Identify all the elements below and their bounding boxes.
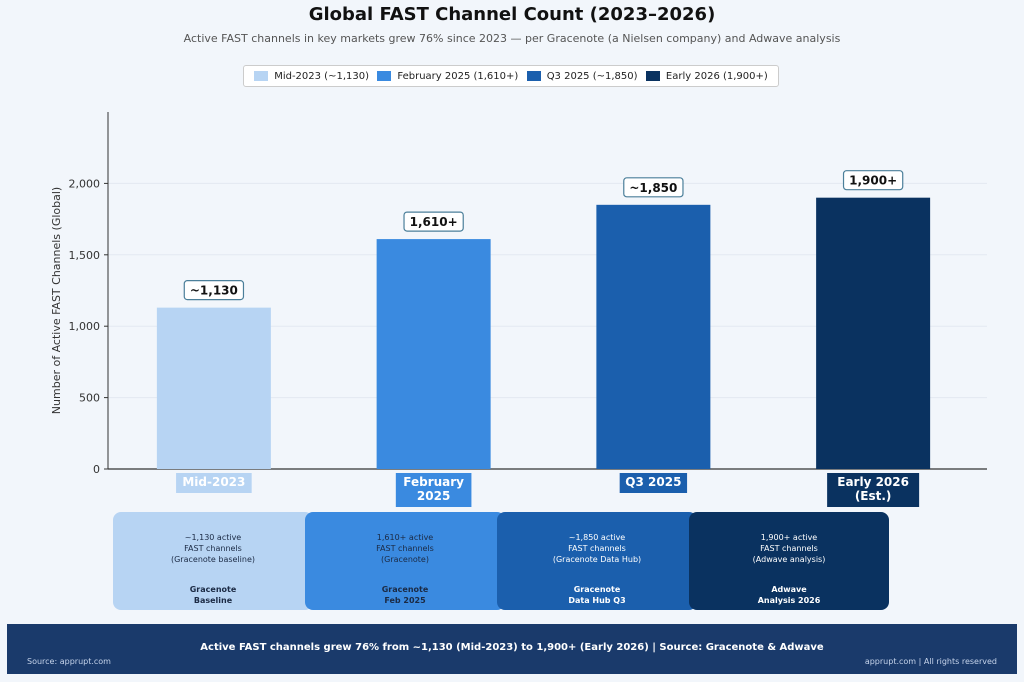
data-label-box xyxy=(623,177,684,198)
summary-card: ~1,850 active FAST channels (Gracenote D… xyxy=(497,512,697,610)
x-tick-label: Q3 2025 xyxy=(625,475,681,489)
data-label-box xyxy=(842,170,904,191)
x-tick-label-line: (Est.) xyxy=(855,489,892,503)
data-label: 1,610+ xyxy=(410,215,458,229)
x-tick-label-line: Early 2026 xyxy=(837,475,909,489)
y-axis-label: Number of Active FAST Channels (Global) xyxy=(50,187,63,414)
x-tick-label: Mid-2023 xyxy=(182,475,245,489)
y-tick-label: 1,000 xyxy=(69,320,101,333)
legend-item: Early 2026 (1,900+) xyxy=(645,70,768,82)
summary-card: 1,610+ active FAST channels (Gracenote) … xyxy=(305,512,505,610)
data-label-box xyxy=(183,280,245,301)
chart-subtitle: Active FAST channels in key markets grew… xyxy=(183,32,841,45)
bar-chart: 0 500 1,000 1,500 2,000 Number of Active FAST… xyxy=(50,112,987,507)
x-tick-label-line: February xyxy=(403,475,464,489)
x-tick-label: Early 2026 (Est.) xyxy=(837,475,909,503)
summary-cards: ~1,130 active FAST channels (Gracenote b… xyxy=(113,512,893,610)
data-label: 1,900+ xyxy=(849,174,897,188)
x-tick-label-box xyxy=(619,473,688,493)
legend-item: February 2025 (1,610+) xyxy=(377,71,518,82)
legend-item: Q3 2025 (~1,850) xyxy=(526,70,638,82)
bar xyxy=(376,239,491,469)
legend-swatch xyxy=(254,71,269,81)
x-tick-label-box xyxy=(827,473,920,507)
legend-label: Early 2026 (1,900+) xyxy=(665,70,768,82)
y-tick-label: 500 xyxy=(79,392,100,405)
card-description: ~1,850 active FAST channels (Gracenote D… xyxy=(552,533,642,564)
footer-rights: apprupt.com | All rights reserved xyxy=(864,657,997,666)
y-tick-label: 2,000 xyxy=(69,177,101,190)
legend-swatch xyxy=(645,71,660,81)
legend-swatch xyxy=(526,71,541,81)
card-source: Gracenote Data Hub Q3 xyxy=(568,585,626,605)
summary-card: ~1,130 active FAST channels (Gracenote b… xyxy=(113,512,313,610)
bar xyxy=(816,197,931,469)
legend-item: Mid-2023 (~1,130) xyxy=(254,71,369,82)
legend-label: Q3 2025 (~1,850) xyxy=(546,70,638,82)
x-tick-label-box xyxy=(395,473,472,507)
footer-banner: Active FAST channels grew 76% from ~1,13… xyxy=(7,624,1017,674)
card-source: Adwave Analysis 2026 xyxy=(757,585,821,605)
legend-label: February 2025 (1,610+) xyxy=(397,70,519,82)
data-label-box xyxy=(403,211,464,232)
chart-title: Global FAST Channel Count (2023–2026) xyxy=(308,4,716,25)
data-label: ~1,850 xyxy=(629,181,677,195)
legend-label: Mid-2023 (~1,130) xyxy=(274,70,369,82)
legend: Mid-2023 (~1,130) February 2025 (1,610+)… xyxy=(243,65,779,87)
footer-source-left: Source: apprupt.com xyxy=(27,657,111,666)
x-tick-label: February 2025 xyxy=(403,475,464,503)
bar xyxy=(156,307,271,469)
card-source: Gracenote Feb 2025 xyxy=(381,585,429,605)
x-tick-label-line: 2025 xyxy=(417,489,450,503)
data-label: ~1,130 xyxy=(190,284,238,298)
legend-swatch xyxy=(377,71,392,81)
card-description: 1,900+ active FAST channels (Adwave anal… xyxy=(752,533,826,564)
y-tick-label: 0 xyxy=(93,463,100,476)
summary-card: 1,900+ active FAST channels (Adwave anal… xyxy=(689,512,889,610)
card-source: Gracenote Baseline xyxy=(189,585,237,605)
y-tick-label: 1,500 xyxy=(69,249,101,262)
card-description: 1,610+ active FAST channels (Gracenote) xyxy=(376,533,434,564)
bar xyxy=(596,204,711,469)
card-description: ~1,130 active FAST channels (Gracenote b… xyxy=(170,533,256,564)
x-tick-label-box xyxy=(176,473,252,493)
x-tick-label-line: Mid-2023 xyxy=(182,475,245,489)
x-tick-label-line: Q3 2025 xyxy=(625,475,681,489)
footer-summary: Active FAST channels grew 76% from ~1,13… xyxy=(200,642,824,653)
